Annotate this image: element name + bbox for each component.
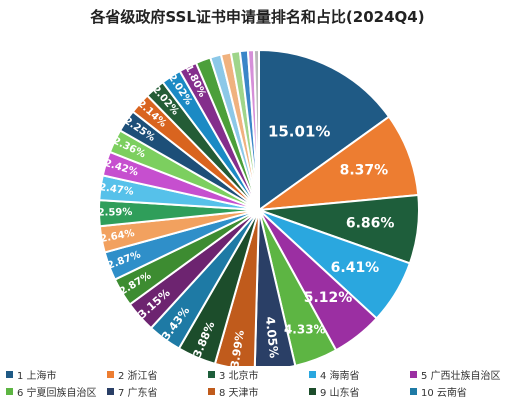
legend-swatch	[6, 371, 13, 378]
legend-item: 2 浙江省	[107, 367, 208, 382]
pie-label-16: 2.47%	[98, 182, 134, 198]
legend-label: 6 宁夏回族自治区	[17, 388, 97, 399]
pie-chart: 15.01% 8.37% 6.86% 6.41% 5.12% 4.33%4.05% 3.99…	[98, 48, 420, 366]
legend-item: 5 广西壮族自治区	[410, 367, 511, 382]
pie-label-4: 6.41%	[331, 260, 380, 276]
pie-label-8: 3.99%	[228, 329, 247, 366]
pie-label-2: 8.37%	[340, 163, 389, 179]
legend-swatch	[410, 371, 417, 378]
pie-label-7: 4.05%	[263, 316, 281, 359]
legend-item: 1 上海市	[6, 367, 107, 382]
legend: 1 上海市 2 浙江省 3 北京市 4 海南省 5 广西壮族自治区 6 宁夏回族自治区 7 …	[6, 366, 511, 400]
legend-item: 9 山东省	[309, 384, 410, 399]
legend-row: 1 上海市 2 浙江省 3 北京市 4 海南省 5 广西壮族自治区	[6, 366, 511, 383]
legend-label: 3 北京市	[219, 371, 259, 382]
legend-label: 7 广东省	[118, 388, 158, 399]
legend-swatch	[309, 371, 316, 378]
legend-label: 1 上海市	[17, 371, 57, 382]
legend-label: 8 天津市	[219, 388, 259, 399]
legend-item: 3 北京市	[208, 367, 309, 382]
legend-item: 4 海南省	[309, 367, 410, 382]
pie-slice-1	[258, 48, 391, 212]
legend-label: 9 山东省	[320, 388, 360, 399]
legend-row: 6 宁夏回族自治区 7 广东省 8 天津市 9 山东省 10 云南省	[6, 383, 511, 400]
legend-label: 5 广西壮族自治区	[421, 371, 501, 382]
legend-item: 8 天津市	[208, 384, 309, 399]
pie-label-5: 5.12%	[304, 290, 353, 306]
legend-swatch	[208, 371, 215, 378]
legend-swatch	[309, 388, 316, 395]
legend-swatch	[208, 388, 215, 395]
pie-slice-7	[253, 209, 297, 366]
pie-slice-2	[255, 115, 420, 212]
legend-label: 10 云南省	[421, 388, 467, 399]
legend-item: 6 宁夏回族自治区	[6, 384, 107, 399]
legend-item: 10 云南省	[410, 384, 511, 399]
legend-swatch	[107, 388, 114, 395]
legend-label: 4 海南省	[320, 371, 360, 382]
chart-title: 各省级政府SSL证书申请量排名和占比(2024Q4)	[90, 8, 425, 26]
legend-swatch	[410, 388, 417, 395]
pie-label-15: 2.59%	[98, 207, 133, 219]
legend-item: 7 广东省	[107, 384, 208, 399]
pie-label-1: 15.01%	[268, 123, 330, 141]
legend-swatch	[107, 371, 114, 378]
legend-label: 2 浙江省	[118, 371, 158, 382]
pie-label-3: 6.86%	[346, 216, 395, 232]
pie-slice-30	[252, 48, 260, 211]
pie-slices	[98, 48, 420, 366]
pie-label-6: 4.33%	[284, 323, 326, 337]
legend-swatch	[6, 388, 13, 395]
